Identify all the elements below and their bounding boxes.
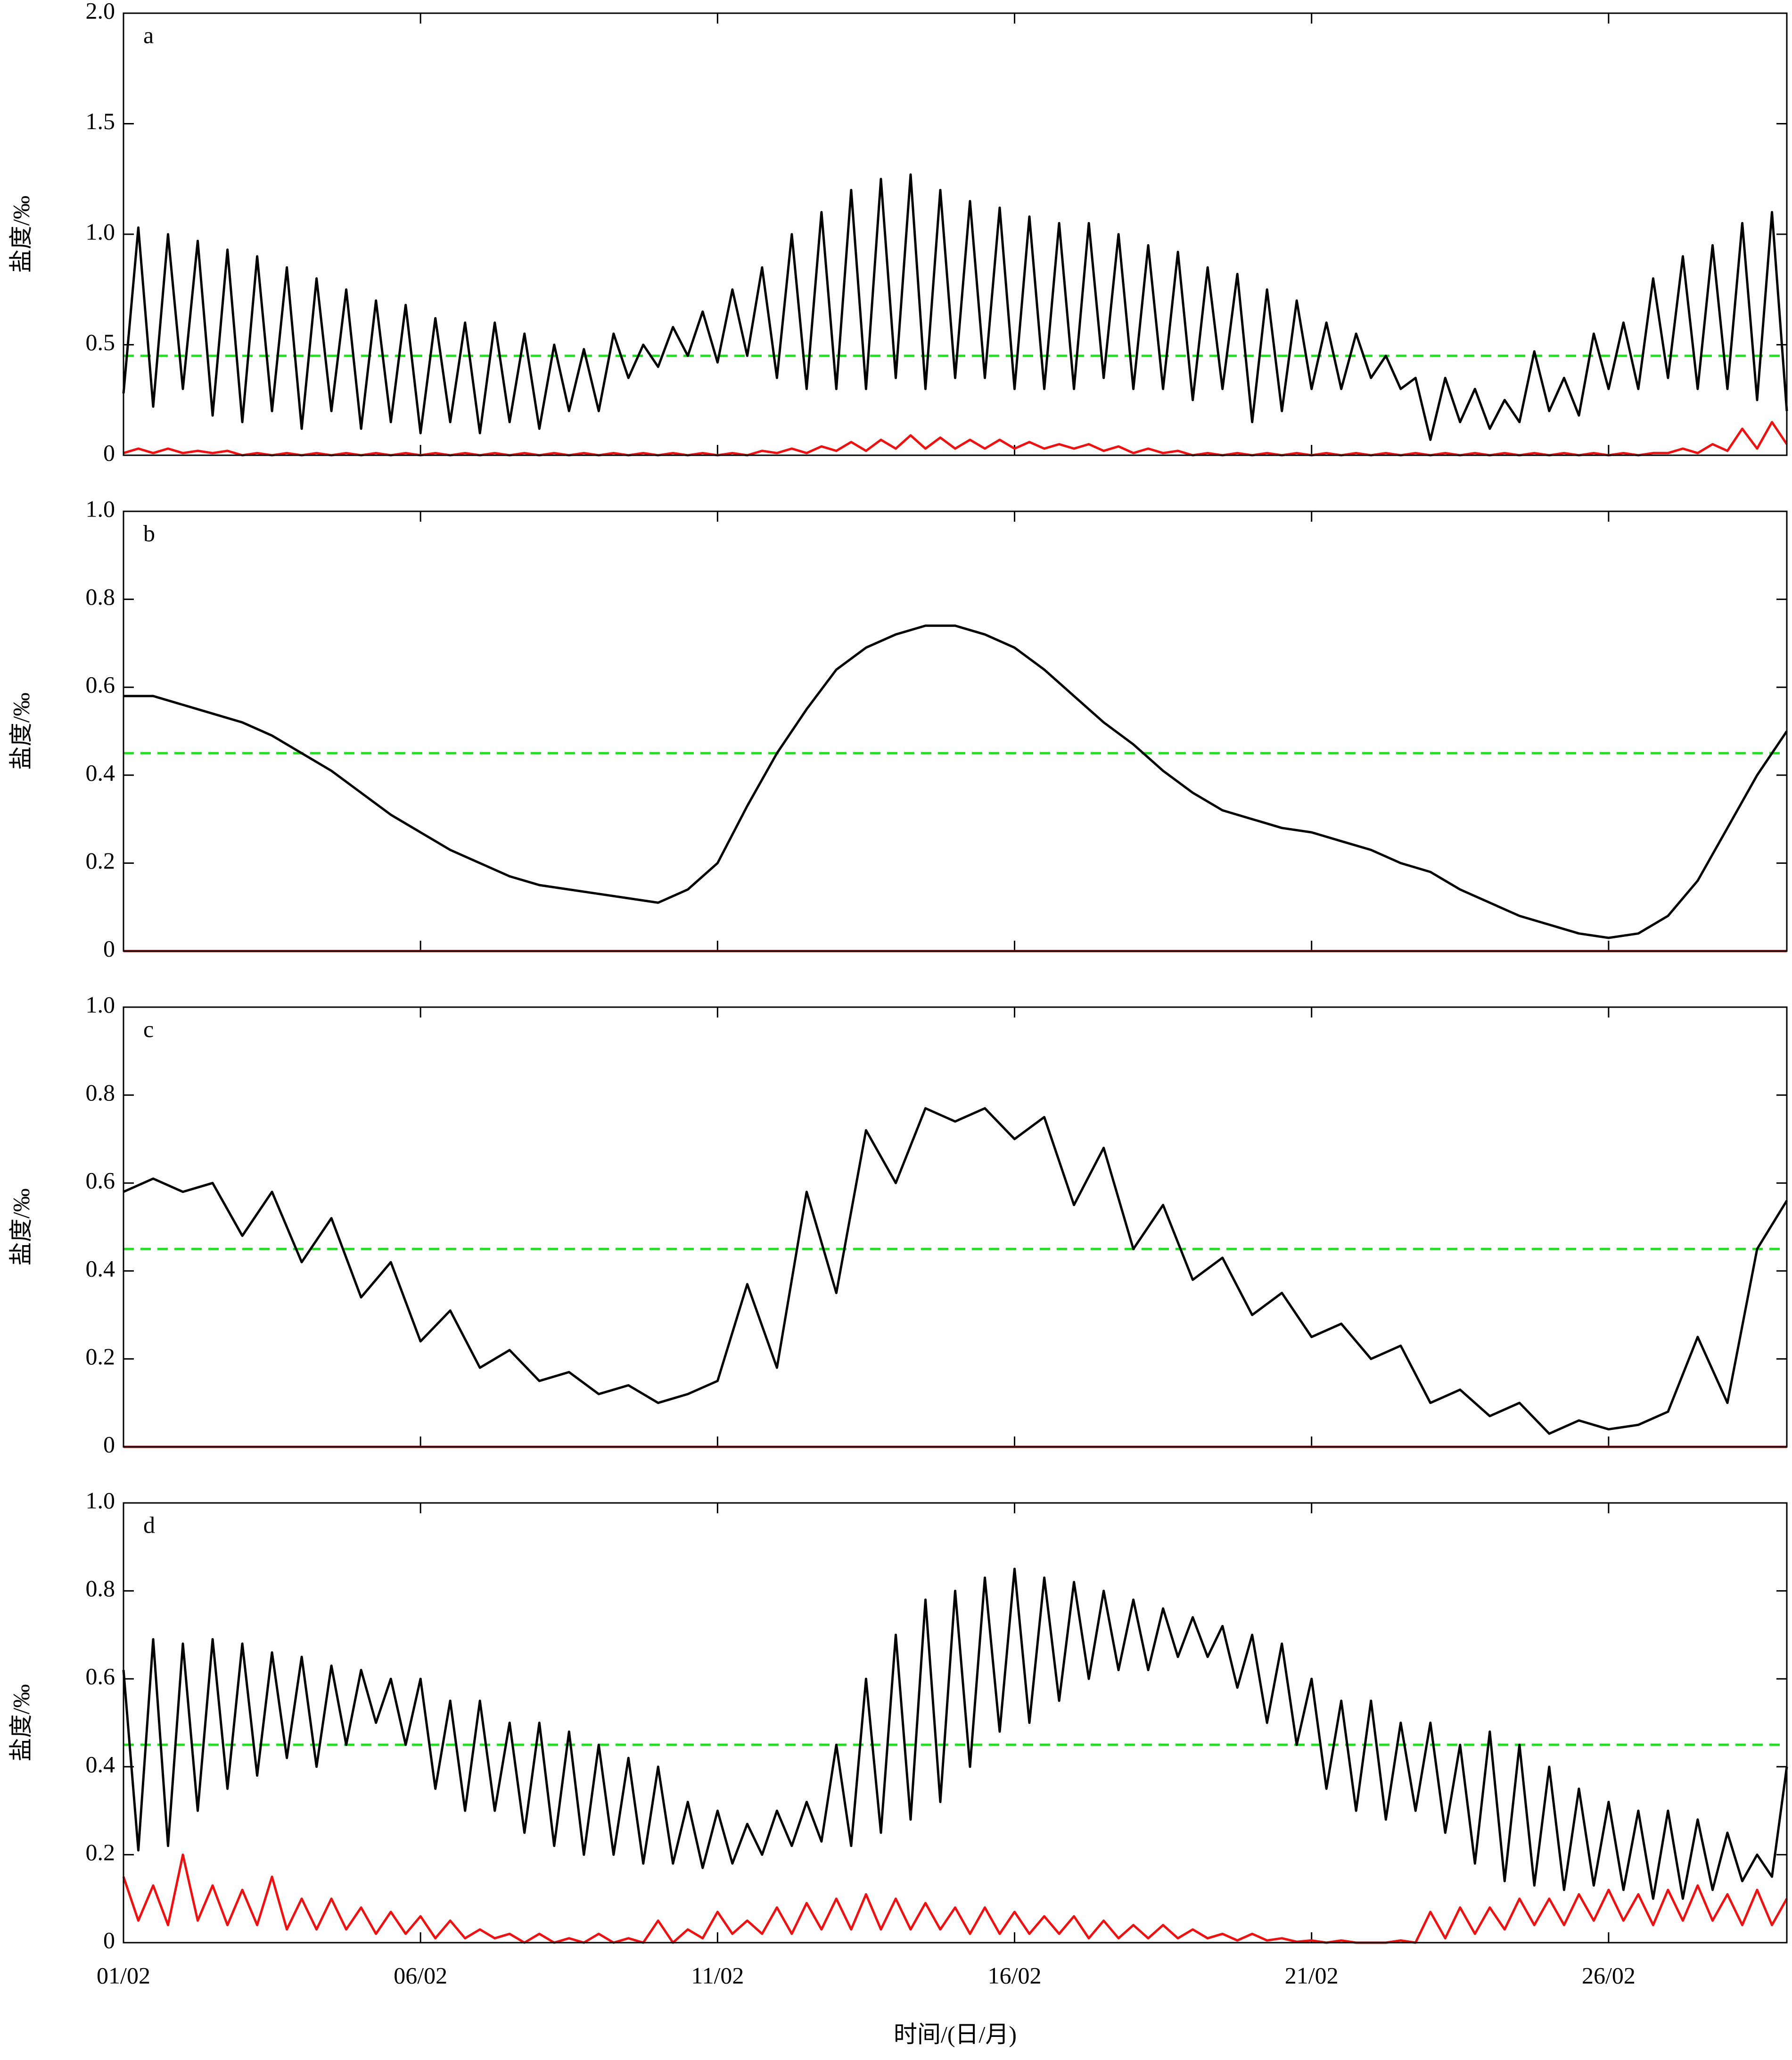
y-tick-label: 1.5	[86, 108, 115, 134]
y-tick-label: 0.4	[86, 759, 115, 786]
series-line	[122, 1853, 1788, 1944]
x-tick-label: 16/02	[988, 1962, 1042, 1988]
y-tick-label: 0	[103, 935, 115, 961]
x-tick-label: 21/02	[1285, 1962, 1339, 1988]
y-axis-label: 盐度/‰	[8, 1189, 34, 1266]
y-tick-label: 0.8	[86, 583, 115, 610]
plot-frame	[123, 510, 1788, 952]
y-tick-label: 0	[103, 1431, 115, 1457]
x-tick-label: 01/02	[97, 1962, 150, 1988]
y-tick-label: 0.2	[86, 1839, 115, 1865]
y-tick-label: 0.8	[86, 1079, 115, 1106]
plot-frame	[123, 1502, 1788, 1944]
y-tick-label: 0.6	[86, 1663, 115, 1690]
y-axis-label: 盐度/‰	[8, 693, 34, 770]
x-axis-label: 时间/(日/月)	[894, 2021, 1017, 2047]
x-tick-label: 06/02	[394, 1962, 447, 1988]
plot-frame	[123, 12, 1788, 456]
y-tick-label: 1.0	[86, 1487, 115, 1513]
x-tick-label: 11/02	[691, 1962, 744, 1988]
y-tick-label: 0.2	[86, 847, 115, 874]
series-line	[123, 1107, 1788, 1435]
y-tick-label: 0.6	[86, 672, 115, 698]
panel-label: c	[143, 1016, 154, 1042]
series-line	[122, 1568, 1788, 1900]
series-line	[123, 624, 1788, 939]
series-line	[123, 421, 1788, 457]
y-axis-label: 盐度/‰	[8, 196, 34, 273]
y-tick-label: 1.0	[86, 218, 115, 245]
y-tick-label: 0	[103, 439, 115, 466]
y-tick-label: 1.0	[86, 991, 115, 1018]
panel-label: d	[143, 1511, 155, 1538]
y-tick-label: 0.2	[86, 1343, 115, 1370]
series-line	[122, 173, 1788, 441]
y-tick-label: 0.5	[86, 329, 115, 355]
y-tick-label: 0	[103, 1927, 115, 1953]
y-tick-label: 2.0	[86, 0, 115, 24]
y-tick-label: 0.6	[86, 1167, 115, 1194]
plot-frame	[123, 1006, 1788, 1448]
panel-label: a	[143, 22, 154, 48]
y-axis-label: 盐度/‰	[8, 1684, 34, 1762]
panel-label: b	[143, 520, 155, 546]
y-tick-label: 1.0	[86, 495, 115, 522]
x-tick-label: 26/02	[1582, 1962, 1636, 1988]
y-tick-label: 0.4	[86, 1751, 115, 1777]
y-tick-label: 0.8	[86, 1575, 115, 1601]
y-tick-label: 0.4	[86, 1255, 115, 1281]
